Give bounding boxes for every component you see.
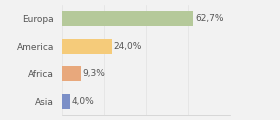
- Text: 62,7%: 62,7%: [195, 14, 223, 23]
- Text: 4,0%: 4,0%: [72, 97, 94, 106]
- Text: 24,0%: 24,0%: [114, 42, 142, 51]
- Bar: [62, 66, 81, 81]
- Bar: [62, 39, 112, 54]
- Bar: [62, 94, 70, 109]
- Bar: [62, 11, 193, 26]
- Text: 9,3%: 9,3%: [83, 69, 106, 78]
